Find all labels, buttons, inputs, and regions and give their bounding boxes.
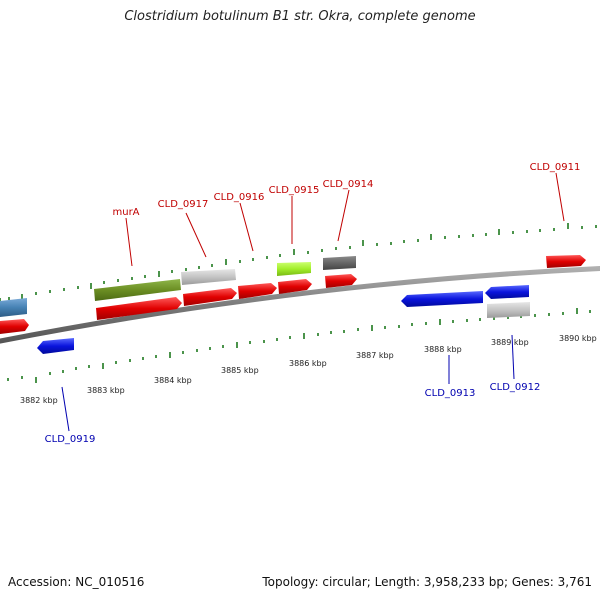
gene-arrow-cld-0911[interactable] — [546, 255, 586, 268]
reverse-strand-genes — [0, 285, 530, 354]
gene-arrow-cld-0919[interactable] — [37, 338, 74, 354]
tick-label-3888: 3888 kbp — [424, 345, 462, 354]
gene-feature-cld-0912-class[interactable] — [487, 302, 530, 318]
gene-feature-cld-0917-class[interactable] — [181, 269, 236, 285]
gene-feature-cld-0914-class[interactable] — [323, 256, 356, 270]
gene-arrow-cld-0914[interactable] — [325, 274, 357, 288]
gene-arrow-cld-0916[interactable] — [238, 283, 277, 299]
gene-arrow-cld-0913[interactable] — [401, 291, 483, 307]
gene-label-cld-0912[interactable]: CLD_0912 — [490, 382, 541, 393]
gene-feature-left-steelblue[interactable] — [0, 298, 27, 317]
gene-arrow-cld-0912[interactable] — [485, 285, 529, 299]
tick-label-3883: 3883 kbp — [87, 386, 125, 395]
gene-feature-murA[interactable] — [94, 279, 181, 301]
outer-tick-track — [0, 223, 597, 301]
forward-strand-genes — [0, 255, 586, 334]
gene-label-cld-0914[interactable]: CLD_0914 — [323, 179, 374, 190]
genome-title: Clostridium botulinum B1 str. Okra, comp… — [124, 9, 476, 24]
gene-arrow-left-edge[interactable] — [0, 319, 29, 334]
gene-label-murA[interactable]: murA — [112, 207, 139, 218]
gene-label-cld-0915[interactable]: CLD_0915 — [269, 185, 320, 196]
accession-text: Accession: NC_010516 — [8, 575, 145, 589]
gene-labels: murA CLD_0917 CLD_0916 CLD_0915 CLD_0914… — [45, 162, 581, 445]
gene-label-cld-0917[interactable]: CLD_0917 — [158, 199, 209, 210]
tick-label-3885: 3885 kbp — [221, 366, 259, 375]
tick-label-3889: 3889 kbp — [491, 338, 529, 347]
gene-arrow-murA[interactable] — [96, 297, 182, 320]
forward-feature-row — [94, 256, 356, 301]
gene-arrow-cld-0915[interactable] — [278, 279, 312, 294]
tick-label-3887: 3887 kbp — [356, 351, 394, 360]
genome-summary-text: Topology: circular; Length: 3,958,233 bp… — [262, 575, 592, 589]
gene-label-cld-0913[interactable]: CLD_0913 — [425, 388, 476, 399]
gene-feature-cld-0915-class[interactable] — [277, 262, 311, 276]
gene-arrow-cld-0917[interactable] — [183, 288, 237, 306]
label-leader-lines — [61, 172, 565, 432]
gene-label-cld-0919[interactable]: CLD_0919 — [45, 434, 96, 445]
tick-label-3884: 3884 kbp — [154, 376, 192, 385]
kbp-scale-labels: 3882 kbp 3883 kbp 3884 kbp 3885 kbp 3886… — [20, 334, 597, 405]
tick-label-3886: 3886 kbp — [289, 359, 327, 368]
gene-label-cld-0911[interactable]: CLD_0911 — [530, 162, 581, 173]
tick-label-3882: 3882 kbp — [20, 396, 58, 405]
gene-label-cld-0916[interactable]: CLD_0916 — [214, 192, 265, 203]
tick-label-3890: 3890 kbp — [559, 334, 597, 343]
genome-backbone — [0, 265, 600, 344]
